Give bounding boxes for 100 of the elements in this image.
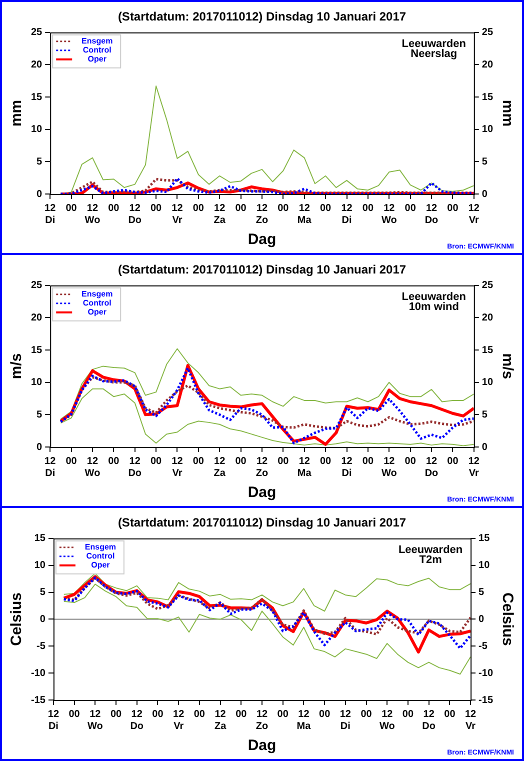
legend-label: Oper [88, 54, 106, 64]
x-tick-label: 12 Do [128, 456, 142, 479]
x-tick-label: 12 Do [424, 202, 438, 226]
x-tick-label: 12 Wo [84, 202, 100, 226]
x-tick-label: 00 [110, 708, 122, 720]
x-tick-label: 00 [319, 708, 331, 720]
x-tick-label: 00 [362, 456, 374, 467]
annotation: Leeuwarden [402, 290, 466, 303]
x-axis-title: Dag [248, 484, 276, 502]
legend-label: Oper [91, 560, 110, 570]
x-tick-label: 00 [150, 456, 162, 467]
annotation: 10m wind [408, 300, 459, 313]
y2-tick-label: -15 [478, 694, 494, 706]
y-tick-label: 15 [31, 92, 43, 103]
x-tick-label: 00 [277, 708, 289, 720]
y-tick-label: 15 [34, 533, 46, 544]
x-tick-label: 12 Wo [381, 456, 397, 479]
y-tick-label: 5 [36, 156, 43, 168]
x-axis-title: Dag [248, 737, 276, 754]
x-tick-label: 00 [278, 202, 290, 214]
x-tick-label: 12 Wo [84, 456, 100, 479]
y-tick-label: 10 [31, 124, 43, 136]
y2-tick-label: 10 [482, 377, 494, 388]
y-axis-title: mm [8, 100, 26, 127]
legend-label: Control [82, 298, 112, 308]
x-tick-label: 12 Vr [468, 202, 480, 226]
x-tick-label: 12 Do [128, 202, 142, 226]
legend-label: Control [82, 46, 112, 55]
x-tick-label: 12 Do [422, 708, 436, 732]
y2-tick-label: 10 [482, 124, 494, 136]
y-tick-label: 20 [31, 312, 43, 324]
x-tick-label: 00 [444, 708, 456, 720]
y-tick-label: 5 [40, 587, 46, 598]
legend-label: Control [86, 552, 115, 561]
x-tick-label: 00 [108, 456, 120, 467]
y-tick-label: -15 [31, 694, 46, 706]
x-tick-label: 00 [362, 202, 374, 214]
x-tick-label: 12 Vr [172, 202, 184, 226]
y-tick-label: 10 [34, 560, 46, 572]
x-tick-label: 12 Zo [256, 456, 268, 479]
x-tick-label: 00 [447, 202, 459, 214]
x-tick-label: 00 [108, 202, 120, 214]
y-tick-label: 25 [31, 280, 43, 292]
y2-tick-label: 15 [482, 344, 494, 356]
x-tick-label: 12 Di [341, 202, 353, 226]
chart-title: (Startdatum: 2017011012) Dinsdag 10 Januari 2017 [118, 516, 406, 530]
x-tick-label: 00 [68, 708, 80, 720]
y-tick-label: 0 [36, 188, 43, 200]
y2-axis-title: mm [498, 100, 516, 127]
y2-tick-label: 20 [482, 312, 494, 324]
x-tick-label: 00 [360, 708, 372, 720]
line-series [59, 376, 474, 430]
x-tick-label: 12 Di [340, 708, 352, 732]
legend-label: Ensgem [82, 290, 113, 299]
x-tick-label: 00 [192, 456, 204, 467]
x-tick-label: 00 [66, 202, 78, 214]
x-tick-label: 12 Vr [172, 456, 184, 479]
x-tick-label: 00 [66, 456, 78, 467]
y-axis-title: m/s [8, 353, 26, 380]
x-tick-label: 00 [235, 456, 247, 467]
x-tick-label: 00 [152, 708, 164, 720]
x-tick-label: 12 Vr [464, 708, 477, 732]
x-tick-label: 12 Wo [381, 202, 397, 226]
x-axis-title: Dag [248, 231, 276, 248]
y2-tick-label: 0 [482, 188, 488, 200]
y-tick-label: 15 [31, 344, 43, 356]
x-tick-label: 12 Za [214, 708, 227, 732]
x-tick-label: 00 [320, 202, 332, 214]
annotation: T2m [419, 554, 442, 566]
y2-tick-label: 5 [482, 409, 488, 420]
y-tick-label: 10 [31, 377, 43, 388]
y2-tick-label: 5 [482, 156, 488, 168]
x-tick-label: 12 Vr [173, 708, 185, 732]
y-tick-label: 0 [40, 614, 46, 625]
legend-label: Ensgem [82, 36, 113, 46]
annotation: Neerslag [410, 48, 458, 60]
x-tick-label: 00 [404, 202, 416, 214]
y-axis-title: Celsius [8, 592, 26, 646]
x-tick-label: 12 Di [44, 202, 56, 226]
y-tick-label: -5 [36, 640, 46, 652]
legend-label: Oper [88, 308, 106, 317]
x-tick-label: 12 Di [48, 708, 60, 732]
y-tick-label: -10 [31, 668, 46, 679]
x-tick-label: 12 Zo [256, 708, 268, 732]
x-tick-label: 12 Do [130, 708, 144, 732]
x-tick-label: 00 [320, 456, 332, 467]
y2-tick-label: 0 [478, 614, 485, 625]
x-tick-label: 00 [192, 202, 204, 214]
legend-label: Ensgem [84, 542, 116, 552]
y-tick-label: 20 [31, 59, 43, 70]
x-tick-label: 12 Di [341, 456, 353, 479]
y-tick-label: 5 [36, 409, 43, 420]
annotation: Leeuwarden [398, 544, 463, 556]
x-tick-label: 12 Ma [297, 456, 312, 479]
y-tick-label: 0 [36, 442, 43, 453]
x-tick-label: 12 Ma [297, 202, 312, 226]
y2-tick-label: 15 [478, 533, 490, 544]
x-tick-label: 12 Za [214, 456, 226, 479]
x-tick-label: 12 Di [44, 456, 56, 479]
x-tick-label: 00 [235, 202, 247, 214]
